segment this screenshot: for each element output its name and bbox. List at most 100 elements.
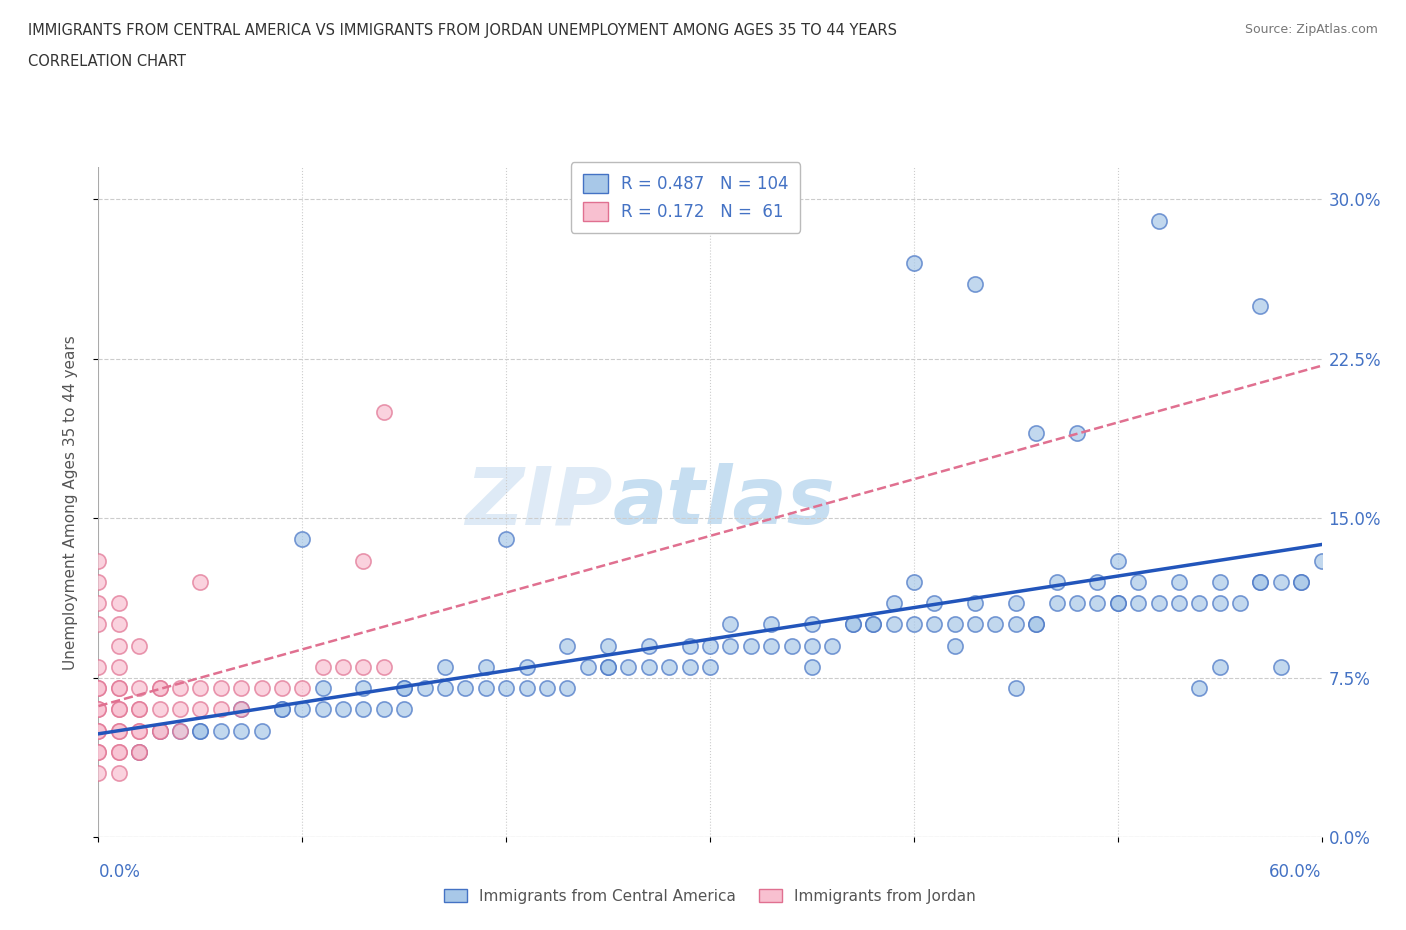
Point bbox=[128, 702, 150, 717]
Point bbox=[231, 702, 253, 717]
Point bbox=[1167, 596, 1189, 611]
Point bbox=[312, 659, 335, 674]
Point bbox=[352, 553, 374, 568]
Point bbox=[1045, 596, 1069, 611]
Point bbox=[516, 681, 538, 696]
Point bbox=[516, 659, 538, 674]
Point bbox=[373, 659, 395, 674]
Point bbox=[108, 596, 131, 611]
Point bbox=[965, 277, 987, 292]
Point bbox=[495, 532, 517, 547]
Point bbox=[679, 638, 702, 653]
Point bbox=[598, 659, 620, 674]
Point bbox=[1249, 299, 1271, 313]
Point bbox=[149, 681, 172, 696]
Point bbox=[720, 638, 742, 653]
Point bbox=[291, 702, 314, 717]
Point bbox=[108, 702, 131, 717]
Point bbox=[87, 724, 110, 738]
Point bbox=[87, 553, 110, 568]
Point bbox=[169, 724, 191, 738]
Point bbox=[984, 617, 1007, 631]
Point bbox=[699, 659, 721, 674]
Point bbox=[188, 681, 212, 696]
Point bbox=[557, 681, 579, 696]
Point bbox=[108, 702, 131, 717]
Point bbox=[638, 659, 661, 674]
Text: atlas: atlas bbox=[612, 463, 835, 541]
Point bbox=[188, 702, 212, 717]
Point bbox=[209, 702, 232, 717]
Point bbox=[1209, 575, 1232, 590]
Point bbox=[740, 638, 762, 653]
Point bbox=[434, 659, 457, 674]
Point bbox=[943, 638, 966, 653]
Point bbox=[862, 617, 884, 631]
Point bbox=[128, 745, 150, 760]
Point bbox=[1085, 575, 1108, 590]
Point bbox=[922, 596, 945, 611]
Point bbox=[598, 659, 620, 674]
Point bbox=[188, 724, 212, 738]
Point bbox=[903, 617, 925, 631]
Point bbox=[821, 638, 844, 653]
Point bbox=[1066, 596, 1088, 611]
Point bbox=[108, 617, 131, 631]
Point bbox=[1128, 596, 1150, 611]
Legend: Immigrants from Central America, Immigrants from Jordan: Immigrants from Central America, Immigra… bbox=[439, 883, 981, 910]
Point bbox=[801, 617, 824, 631]
Point bbox=[128, 724, 150, 738]
Text: ZIP: ZIP bbox=[465, 463, 612, 541]
Point bbox=[87, 681, 110, 696]
Point bbox=[209, 724, 232, 738]
Point bbox=[903, 256, 925, 271]
Point bbox=[128, 724, 150, 738]
Point bbox=[862, 617, 884, 631]
Point bbox=[658, 659, 681, 674]
Text: CORRELATION CHART: CORRELATION CHART bbox=[28, 54, 186, 69]
Point bbox=[108, 659, 131, 674]
Point bbox=[1270, 575, 1292, 590]
Point bbox=[87, 617, 110, 631]
Point bbox=[87, 596, 110, 611]
Point bbox=[128, 638, 150, 653]
Point bbox=[373, 405, 395, 419]
Point bbox=[392, 702, 416, 717]
Text: IMMIGRANTS FROM CENTRAL AMERICA VS IMMIGRANTS FROM JORDAN UNEMPLOYMENT AMONG AGE: IMMIGRANTS FROM CENTRAL AMERICA VS IMMIG… bbox=[28, 23, 897, 38]
Point bbox=[883, 617, 905, 631]
Point bbox=[332, 702, 354, 717]
Point bbox=[332, 659, 354, 674]
Point bbox=[474, 681, 498, 696]
Point bbox=[557, 638, 579, 653]
Point bbox=[108, 724, 131, 738]
Point bbox=[291, 681, 314, 696]
Point bbox=[474, 659, 498, 674]
Point bbox=[1004, 596, 1026, 611]
Point bbox=[128, 745, 150, 760]
Point bbox=[679, 659, 702, 674]
Point bbox=[1188, 681, 1211, 696]
Point bbox=[1085, 596, 1108, 611]
Point bbox=[270, 702, 294, 717]
Point bbox=[352, 659, 374, 674]
Point bbox=[128, 681, 150, 696]
Point bbox=[1291, 575, 1313, 590]
Point bbox=[1249, 575, 1271, 590]
Point bbox=[270, 681, 294, 696]
Point bbox=[1025, 617, 1047, 631]
Point bbox=[1045, 575, 1069, 590]
Text: 0.0%: 0.0% bbox=[98, 862, 141, 881]
Point bbox=[188, 724, 212, 738]
Point bbox=[434, 681, 457, 696]
Point bbox=[188, 575, 212, 590]
Point bbox=[1107, 596, 1129, 611]
Point bbox=[231, 681, 253, 696]
Text: Source: ZipAtlas.com: Source: ZipAtlas.com bbox=[1244, 23, 1378, 36]
Point bbox=[943, 617, 966, 631]
Point bbox=[576, 659, 599, 674]
Point bbox=[250, 681, 273, 696]
Point bbox=[1107, 596, 1129, 611]
Point bbox=[1291, 575, 1313, 590]
Point bbox=[1310, 553, 1333, 568]
Point bbox=[1147, 213, 1170, 228]
